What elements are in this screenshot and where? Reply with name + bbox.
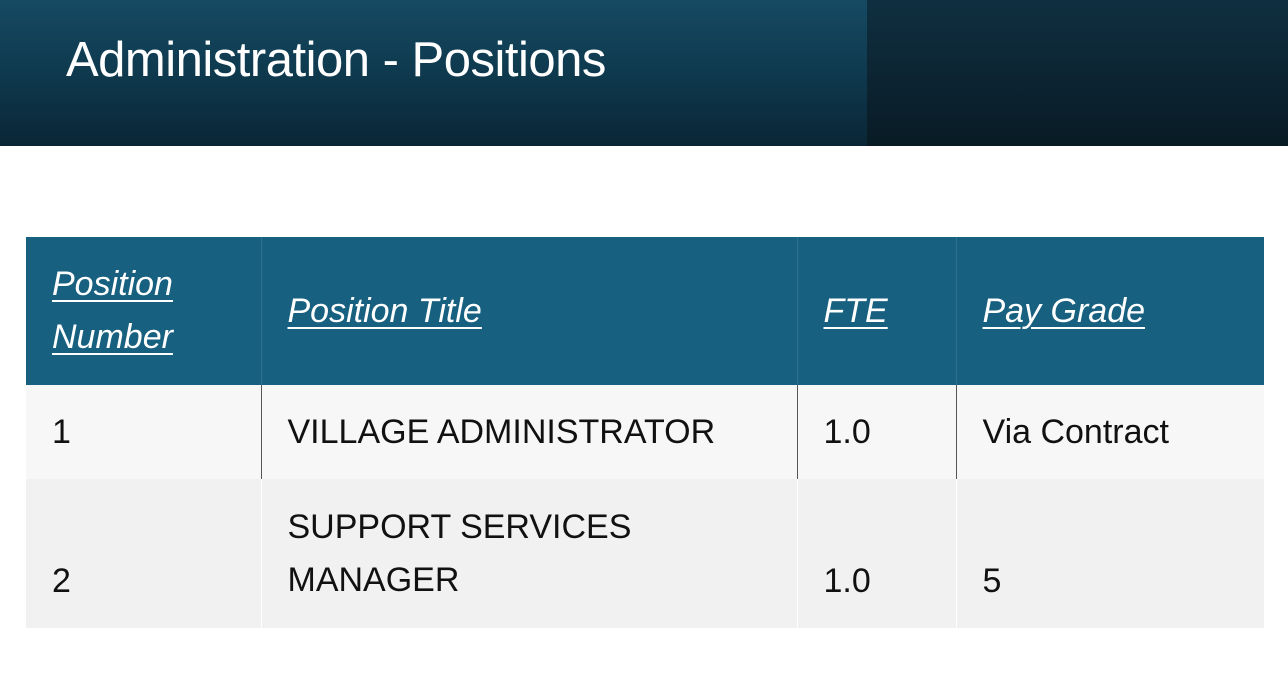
title-bar-accent xyxy=(867,0,1288,146)
cell-position-number: 2 xyxy=(26,479,261,628)
header-fte[interactable]: FTE xyxy=(796,237,956,385)
cell-pay-grade: 5 xyxy=(955,479,1264,628)
cell-pay-grade: Via Contract xyxy=(955,385,1264,479)
header-position-number[interactable]: Position Number xyxy=(26,237,261,385)
cell-position-number: 1 xyxy=(26,385,261,479)
cell-position-title: VILLAGE ADMINISTRATOR xyxy=(260,385,797,479)
header-pay-grade-link[interactable]: Pay Grade xyxy=(982,291,1146,330)
header-position-number-link[interactable]: Position Number xyxy=(52,265,173,356)
header-position-title[interactable]: Position Title xyxy=(260,237,797,385)
table-row: 2 SUPPORT SERVICES MANAGER 1.0 5 xyxy=(26,479,1264,628)
slide-title: Administration - Positions xyxy=(66,33,606,87)
cell-fte: 1.0 xyxy=(796,479,956,628)
title-bar: Administration - Positions xyxy=(0,0,1288,146)
header-position-title-link[interactable]: Position Title xyxy=(287,291,482,330)
cell-fte: 1.0 xyxy=(796,385,956,479)
header-fte-link[interactable]: FTE xyxy=(823,291,888,330)
header-pay-grade[interactable]: Pay Grade xyxy=(955,237,1264,385)
cell-position-title-text: SUPPORT SERVICES MANAGER xyxy=(287,507,632,599)
cell-position-title: SUPPORT SERVICES MANAGER xyxy=(260,479,797,628)
table-row: 1 VILLAGE ADMINISTRATOR 1.0 Via Contract xyxy=(26,385,1264,479)
table-header-row: Position Number Position Title FTE Pay G… xyxy=(26,237,1264,385)
positions-table: Position Number Position Title FTE Pay G… xyxy=(26,237,1264,628)
